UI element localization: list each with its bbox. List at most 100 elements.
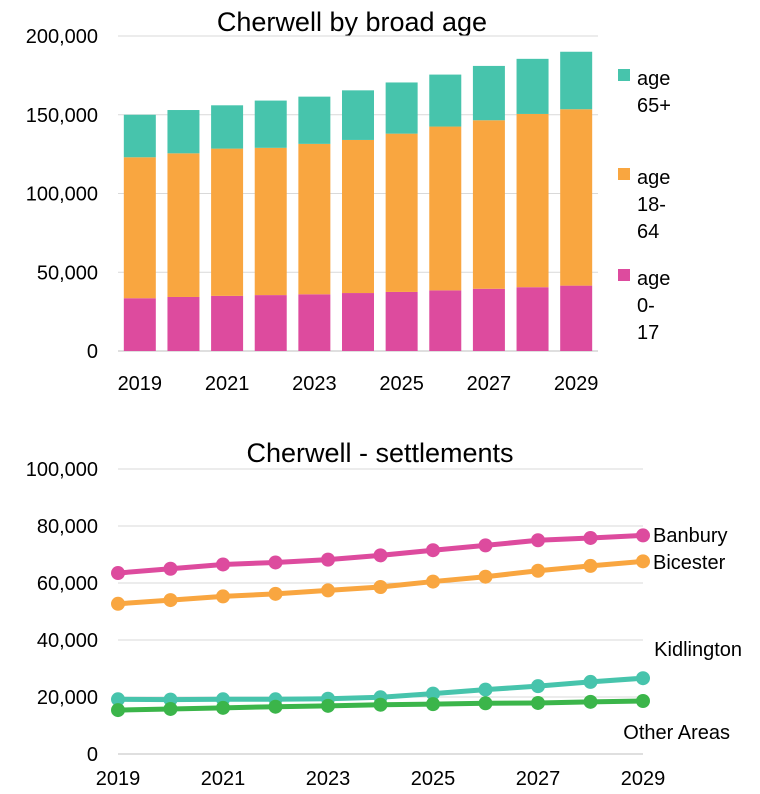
line-point-other-areas [373,697,388,712]
bar-legend-label-line: 0- [637,295,655,317]
bar-legend-label: age 0- 17 [637,268,670,344]
bar-legend-item: age 18- 64 [618,167,670,243]
line-x-tick-label: 2027 [516,768,561,790]
line-y-tick-label: 0 [87,744,98,766]
bar-chart: Cherwell by broad age 0 50,000 100,000 150,… [26,7,671,395]
bar-segment-age-18-64 [429,126,462,291]
line-point-bicester [583,558,598,573]
line-point-banbury [426,543,440,558]
line-x-tick-label: 2029 [621,768,666,790]
line-point-kidlington [478,682,493,697]
bar-segment-age-0-17 [560,285,593,351]
line-point-banbury [531,533,545,548]
line-x-tick-label: 2025 [411,768,456,790]
line-point-bicester [111,596,125,611]
line-point-other-areas [583,694,598,709]
line-chart-title: Cherwell - settlements [246,438,513,468]
bar-segment-age-0-17 [429,290,462,351]
bar-segment-age-18-64 [167,153,200,297]
line-point-kidlington [111,692,125,707]
line-x-tick-label: 2021 [201,768,246,790]
bar-y-tick-label: 100,000 [26,184,98,206]
bar-segment-age-65- [560,51,593,110]
line-x-tick-label: 2023 [306,768,351,790]
bar-segment-age-18-64 [342,139,374,294]
line-point-other-areas [426,697,440,712]
line-point-bicester [531,563,545,578]
line-point-other-areas [163,701,178,716]
bar-legend-label-line: 65+ [637,95,671,117]
line-point-other-areas [111,703,125,718]
bar-x-tick-label: 2029 [554,373,599,395]
bar-x-tick-label: 2021 [205,373,250,395]
bar-segment-age-65- [211,105,244,149]
line-point-other-areas [478,696,493,711]
bar-legend-label-line: 64 [637,221,659,243]
bar-legend-swatch [618,69,630,81]
bar-x-tick-label: 2019 [118,373,163,395]
bar-legend-swatch [618,168,630,180]
line-point-banbury [583,530,598,545]
bar-segment-age-0-17 [385,291,418,351]
bar-x-tick-label: 2027 [467,373,512,395]
bar-segment-age-18-64 [254,147,287,296]
line-point-bicester [321,583,335,598]
line-y-tick-label: 80,000 [37,516,98,538]
line-chart-y-ticks: 0 20,000 40,000 60,000 80,000 100,000 [26,459,98,766]
bar-x-tick-label: 2025 [379,373,424,395]
bar-y-tick-label: 200,000 [26,26,98,48]
line-chart: Cherwell - settlements 0 20,000 40,000 60,0… [26,438,742,790]
bar-segment-age-65- [298,96,331,144]
bar-y-tick-label: 50,000 [37,262,98,284]
bar-chart-legend: age 65+ age 18- 64 age 0- 17 [618,68,671,344]
bar-legend-swatch [618,269,630,281]
line-y-tick-label: 100,000 [26,459,98,481]
line-chart-series [111,528,650,718]
line-series-other-areas [111,693,650,718]
bar-segment-age-65- [429,74,462,127]
bar-segment-age-0-17 [298,294,331,351]
line-series-label: Bicester [653,552,726,574]
bar-legend-label-line: age [637,268,670,290]
line-series-banbury [111,528,650,581]
bar-segment-age-65- [385,82,418,134]
bar-segment-age-65- [342,90,374,140]
bar-segment-age-65- [167,110,200,154]
line-point-banbury [216,557,230,572]
bar-y-tick-label: 0 [87,341,98,363]
bar-chart-x-ticks: 2019 2021 2023 2025 2027 2029 [118,373,599,395]
bar-segment-age-18-64 [560,109,593,286]
line-series-label: Other Areas [623,722,730,744]
bar-segment-age-0-17 [472,288,505,351]
bar-segment-age-0-17 [342,293,374,351]
line-point-bicester [373,579,388,594]
line-point-kidlington [531,679,545,694]
line-series-bicester [111,554,650,611]
bar-segment-age-65- [254,100,287,148]
line-point-banbury [478,538,493,553]
line-point-other-areas [321,698,335,713]
bar-legend-label-line: age [637,68,670,90]
bar-y-tick-label: 150,000 [26,105,98,127]
line-chart-x-ticks: 2019 2021 2023 2025 2027 2029 [96,768,666,790]
line-point-bicester [163,593,178,608]
line-point-kidlington [636,671,650,686]
line-point-bicester [426,574,440,589]
line-point-banbury [373,548,388,563]
line-point-banbury [268,555,283,570]
bar-x-tick-label: 2023 [292,373,337,395]
bar-segment-age-18-64 [472,120,505,289]
bar-segment-age-65- [123,114,156,158]
line-series-label: Banbury [653,525,728,547]
line-point-banbury [111,566,125,581]
bar-legend-item: age 0- 17 [618,268,670,344]
bar-segment-age-0-17 [211,295,244,351]
bar-legend-label: age 18- 64 [637,167,670,243]
line-chart-series-labels: Banbury Bicester Kidlington Other Areas [623,525,742,744]
bar-segment-age-0-17 [123,298,156,351]
bar-segment-age-18-64 [123,157,156,299]
line-point-other-areas [216,700,230,715]
line-point-kidlington [426,686,440,701]
line-y-tick-label: 20,000 [37,687,98,709]
